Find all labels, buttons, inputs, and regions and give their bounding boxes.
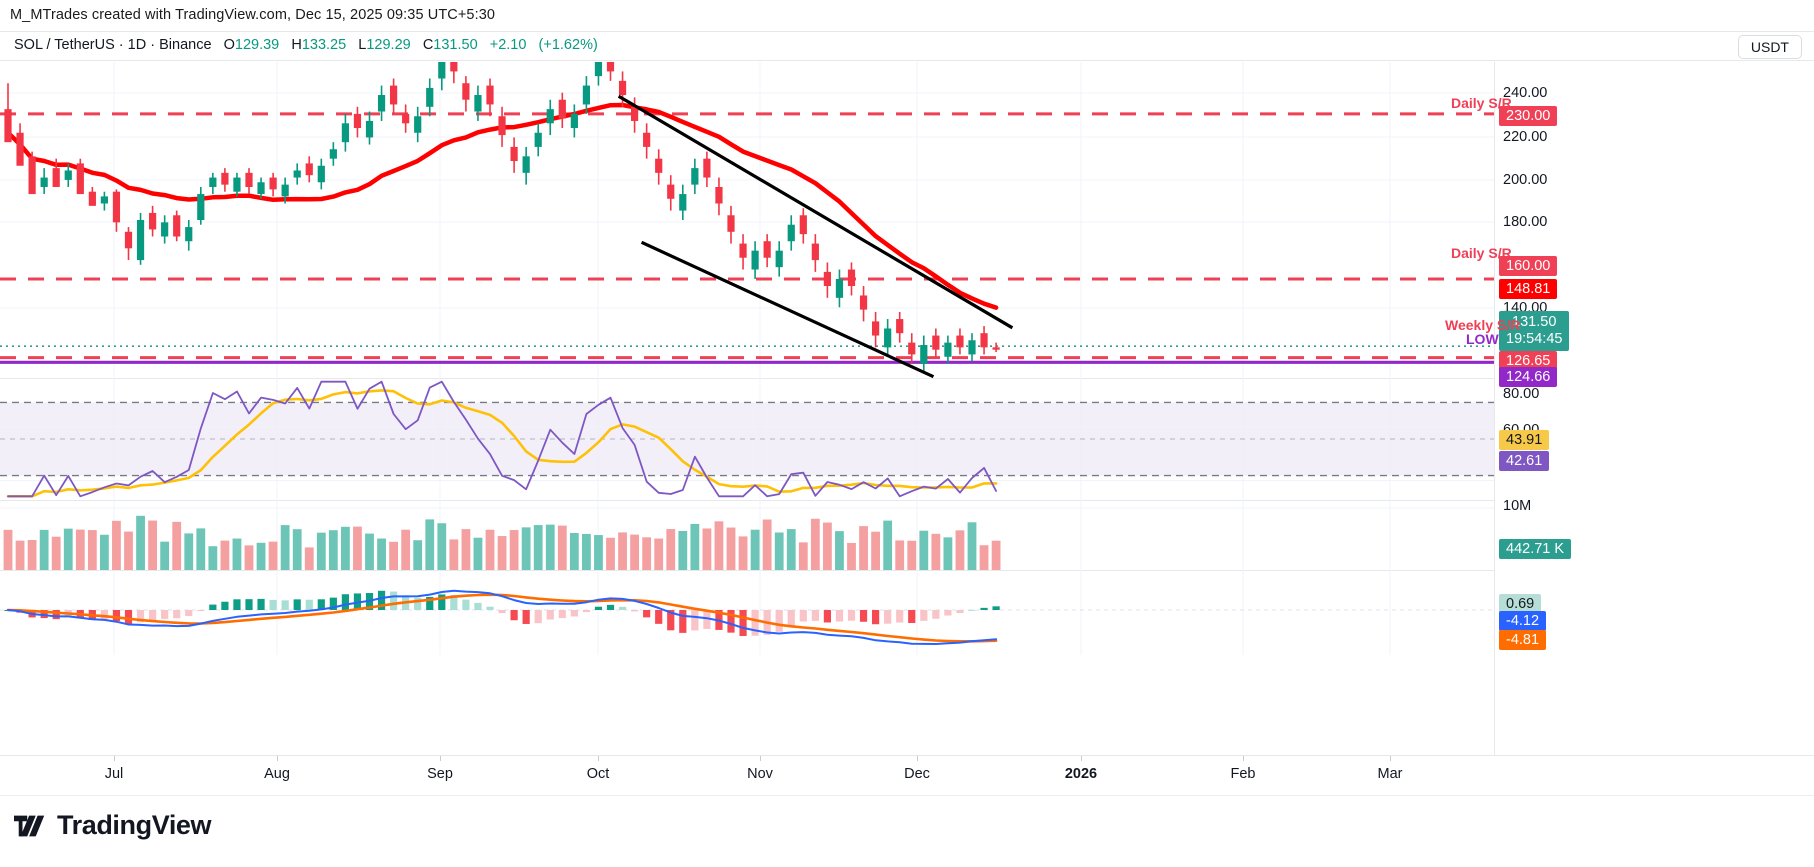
time-axis-tick (440, 756, 441, 761)
price-chart-svg[interactable] (0, 62, 1495, 378)
legend-low-label: L (358, 37, 367, 53)
axis-separator (1494, 62, 1495, 755)
stochastic-pane[interactable] (0, 378, 1495, 500)
price-axis-tick: 220.00 (1503, 129, 1548, 145)
stoch-k-value-pill[interactable]: 42.61 (1499, 451, 1550, 471)
time-axis-label: 2026 (1064, 766, 1098, 782)
price-axis[interactable]: 240.00220.00200.00180.00140.0080.0060.00… (1495, 62, 1814, 755)
macd-chart-svg[interactable] (0, 570, 1495, 655)
moving-average-price-pill[interactable]: 148.81 (1499, 279, 1558, 299)
volume-value-pill[interactable]: 442.71 K (1499, 539, 1572, 559)
tradingview-logo[interactable]: TradingView (14, 810, 212, 841)
macd-line-value-pill[interactable]: -4.12 (1499, 611, 1547, 631)
price-axis-tick: 240.00 (1503, 85, 1548, 101)
bar-countdown-timer: 19:54:45 (1506, 331, 1563, 347)
time-axis-tick (1243, 756, 1244, 761)
time-axis-label: Jul (104, 766, 124, 782)
time-axis-tick (277, 756, 278, 761)
tradingview-wordmark: TradingView (57, 810, 212, 840)
price-axis-tick: 180.00 (1503, 214, 1548, 230)
pane-divider-2 (0, 500, 1814, 501)
macd-pane[interactable] (0, 570, 1495, 655)
weekly-sr-label: Weekly S/R (1445, 317, 1521, 333)
purple-level-price-pill[interactable]: 124.66 (1499, 367, 1558, 387)
time-axis-label: Dec (904, 766, 930, 782)
chart-legend[interactable]: SOL / TetherUS · 1D · Binance O129.39 H1… (14, 37, 598, 53)
time-axis[interactable]: Jul Aug Sep Oct Nov Dec 2026 Feb Mar (0, 755, 1814, 795)
time-axis-tick (760, 756, 761, 761)
daily-sr-upper-label: Daily S/R (1451, 95, 1512, 111)
legend-open-label: O (223, 37, 235, 53)
macd-signal-value-pill[interactable]: -4.81 (1499, 630, 1547, 650)
tradingview-mark-icon (14, 815, 45, 836)
time-axis-label: Feb (1230, 766, 1256, 782)
legend-close-value: 131.50 (433, 37, 478, 53)
legend-sep-2: · (150, 37, 156, 53)
legend-sep-1: · (118, 37, 124, 53)
time-axis-label: Aug (264, 766, 290, 782)
legend-open-value: 129.39 (234, 37, 280, 53)
macd-histogram-value-pill[interactable]: 0.69 (1499, 594, 1542, 614)
legend-high-label: H (291, 37, 302, 53)
price-pane[interactable] (0, 62, 1495, 378)
legend-bar (0, 31, 1814, 61)
low-label: LOW (1466, 331, 1499, 347)
stochastic-chart-svg[interactable] (0, 378, 1495, 500)
legend-low-value: 129.29 (366, 37, 411, 53)
time-axis-label: Sep (427, 766, 453, 782)
daily-sr-upper-price-pill[interactable]: 230.00 (1499, 106, 1558, 126)
low-level-price-pill[interactable]: 126.65 (1499, 351, 1558, 371)
legend-change-percent: (+1.62%) (538, 37, 598, 53)
price-axis-tick: 80.00 (1503, 386, 1540, 402)
pane-divider-3 (0, 570, 1814, 571)
price-axis-tick: 10M (1503, 498, 1532, 514)
time-axis-label: Nov (747, 766, 773, 782)
price-axis-tick: 200.00 (1503, 172, 1548, 188)
legend-interval[interactable]: 1D (127, 37, 147, 53)
volume-pane[interactable] (0, 500, 1495, 570)
time-axis-label: Oct (586, 766, 610, 782)
time-axis-tick (1081, 756, 1082, 761)
legend-close-label: C (422, 37, 434, 53)
stoch-d-value-pill[interactable]: 43.91 (1499, 430, 1550, 450)
daily-sr-lower-price-pill[interactable]: 160.00 (1499, 256, 1558, 276)
time-axis-tick (114, 756, 115, 761)
daily-sr-lower-label: Daily S/R (1451, 245, 1512, 261)
last-price-value: 131.50 (1512, 314, 1557, 330)
time-axis-tick (917, 756, 918, 761)
time-axis-tick (598, 756, 599, 761)
footer: TradingView (0, 795, 1814, 867)
time-axis-tick (1390, 756, 1391, 761)
tradingview-credit-line: M_MTrades created with TradingView.com, … (10, 7, 496, 23)
legend-change: +2.10 (489, 37, 527, 53)
pane-divider-1 (0, 378, 1814, 379)
legend-exchange[interactable]: Binance (159, 37, 212, 53)
legend-symbol[interactable]: SOL / TetherUS (14, 37, 115, 53)
last-price-countdown-pill[interactable]: 131.50 19:54:45 (1499, 311, 1570, 351)
currency-badge[interactable]: USDT (1737, 35, 1802, 59)
time-axis-label: Mar (1377, 766, 1403, 782)
legend-high-value: 133.25 (301, 37, 347, 53)
volume-chart-svg[interactable] (0, 500, 1495, 570)
